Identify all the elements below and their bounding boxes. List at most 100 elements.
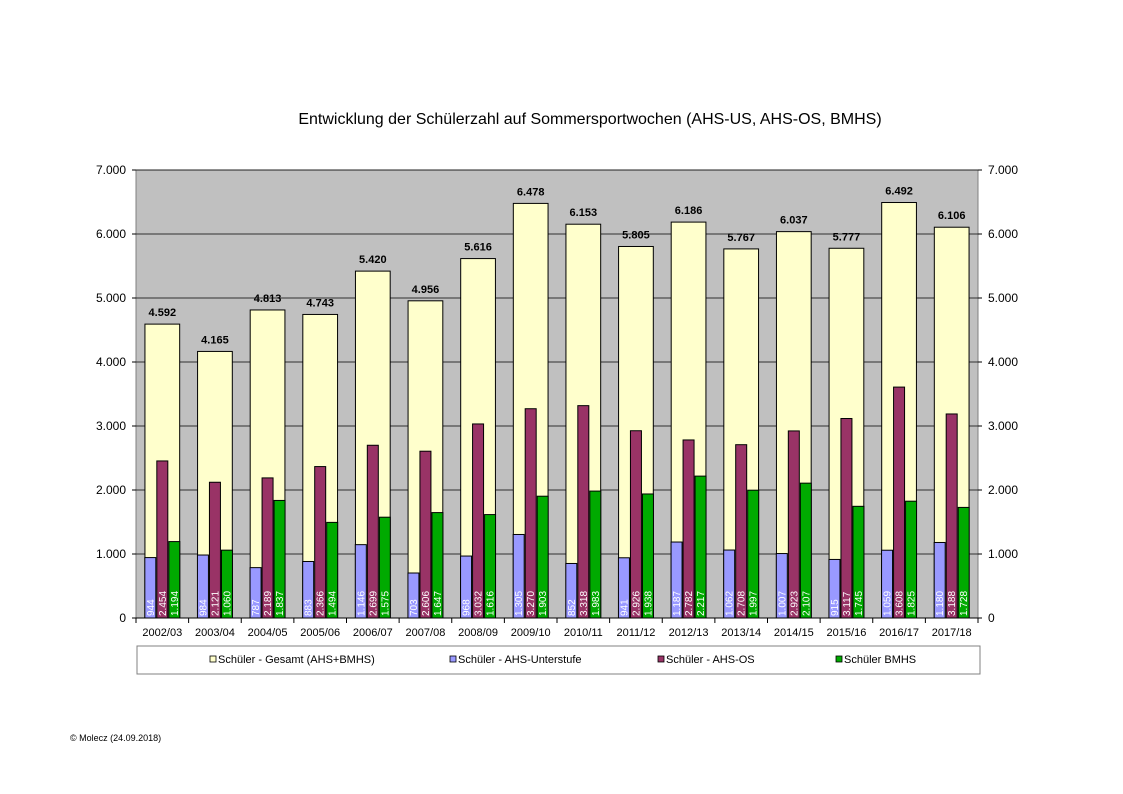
legend-entry: Schüler - AHS-Unterstufe [458,654,582,666]
x-tick-label: 2014/15 [774,627,814,639]
y-tick-label-right: 7.000 [988,163,1018,177]
data-label-os: 3.608 [895,591,906,616]
data-label-os: 3.270 [526,591,537,616]
data-label-total: 4.956 [412,284,440,296]
bar-os [893,386,906,619]
data-label-us: 1.180 [935,591,946,616]
data-label-bmhs: 1.494 [328,591,339,616]
data-label-os: 3.318 [579,591,590,616]
data-label-os: 2.606 [421,591,432,616]
data-label-total: 5.616 [464,242,492,254]
legend: Schüler - Gesamt (AHS+BMHS) Schüler - AHS… [136,645,981,675]
x-tick-label: 2015/16 [827,627,867,639]
x-tick-label: 2008/09 [458,627,498,639]
data-label-bmhs: 1.728 [959,591,970,616]
data-label-bmhs: 2.217 [696,591,707,616]
y-tick-label-left: 7.000 [96,163,126,177]
data-label-total: 5.420 [359,254,387,266]
data-label-bmhs: 1.903 [538,591,549,616]
y-tick-label-right: 0 [988,611,995,625]
x-tick-label: 2010/11 [564,627,603,639]
data-label-us: 1.062 [725,591,736,616]
y-tick-label-left: 0 [119,611,126,625]
data-label-bmhs: 1.616 [486,591,497,616]
x-tick-label: 2005/06 [300,627,340,639]
data-label-us: 883 [304,599,315,616]
y-tick-label-left: 4.000 [96,355,126,369]
data-label-bmhs: 1.983 [591,591,602,616]
data-label-us: 984 [198,599,209,616]
data-label-bmhs: 1.938 [643,591,654,616]
data-label-total: 5.777 [833,231,861,243]
legend-entry: Schüler - AHS-OS [666,654,755,666]
data-label-total: 6.106 [938,210,966,222]
data-label-os: 2.454 [158,591,169,616]
data-label-total: 6.492 [885,186,913,198]
bars: 4.592 944 2.454 1.194 4.165 984 2.121 1.060 4.81… [144,186,970,619]
x-tick-label: 2011/12 [616,627,655,639]
x-tick-label: 2004/05 [248,627,288,639]
x-tick-label: 2002/03 [142,627,182,639]
x-tick-label: 2009/10 [511,627,551,639]
data-label-total: 4.592 [149,307,177,319]
data-label-total: 6.478 [517,186,545,198]
data-label-os: 3.117 [842,591,853,616]
data-label-us: 968 [462,599,473,616]
data-label-bmhs: 1.194 [170,591,181,616]
data-label-os: 2.708 [737,591,748,616]
y-tick-label-left: 3.000 [96,419,126,433]
data-label-total: 5.767 [727,232,755,244]
data-label-us: 852 [567,599,578,616]
y-tick-label-right: 3.000 [988,419,1018,433]
data-label-os: 2.782 [684,591,695,616]
bar-os [945,413,958,619]
data-label-bmhs: 1.060 [222,591,233,616]
bar-os [524,408,537,619]
y-tick-label-left: 1.000 [96,547,126,561]
x-tick-label: 2003/04 [195,627,235,639]
data-label-us: 1.187 [672,591,683,616]
y-tick-label-left: 6.000 [96,227,126,241]
data-label-total: 4.165 [201,334,229,346]
y-tick-label-right: 1.000 [988,547,1018,561]
data-label-total: 6.153 [570,207,598,219]
axes: 0 0 1.000 1.000 2.000 2.000 3.000 3.000 4.000 4.0… [96,163,1018,639]
copyright-footer: © Molecz (24.09.2018) [70,733,162,743]
data-label-us: 944 [146,599,157,616]
data-label-os: 2.189 [263,591,274,616]
data-label-bmhs: 1.997 [749,591,760,616]
chart-title: Entwicklung der Schülerzahl auf Sommersp… [298,111,881,128]
data-label-bmhs: 1.575 [380,591,391,616]
data-label-os: 2.926 [631,591,642,616]
data-label-us: 915 [830,599,841,616]
data-label-os: 3.188 [947,591,958,616]
data-label-bmhs: 1.745 [854,591,865,616]
data-label-us: 1.305 [514,591,525,616]
x-tick-label: 2007/08 [406,627,446,639]
data-label-us: 941 [619,599,630,616]
y-tick-label-right: 6.000 [988,227,1018,241]
data-label-os: 2.121 [210,591,221,616]
y-tick-label-left: 2.000 [96,483,126,497]
legend-swatch [449,655,457,663]
data-label-total: 4.743 [306,297,334,309]
data-label-bmhs: 2.107 [801,591,812,616]
x-tick-label: 2016/17 [879,627,919,639]
data-label-os: 3.032 [474,591,485,616]
data-label-us: 1.007 [777,591,788,616]
data-label-os: 2.366 [316,591,327,616]
legend-entry: Schüler - Gesamt (AHS+BMHS) [218,654,375,666]
data-label-bmhs: 1.825 [907,591,918,616]
bar-os [840,418,853,619]
legend-swatch [657,655,665,663]
x-tick-label: 2006/07 [353,627,393,639]
legend-swatch [209,655,217,663]
data-label-total: 6.037 [780,215,808,227]
data-label-os: 2.923 [789,591,800,616]
legend-entry: Schüler BMHS [844,654,916,666]
data-label-bmhs: 1.647 [433,591,444,616]
bar-os [629,430,642,619]
data-label-total: 5.805 [622,229,650,241]
data-label-os: 2.699 [368,591,379,616]
